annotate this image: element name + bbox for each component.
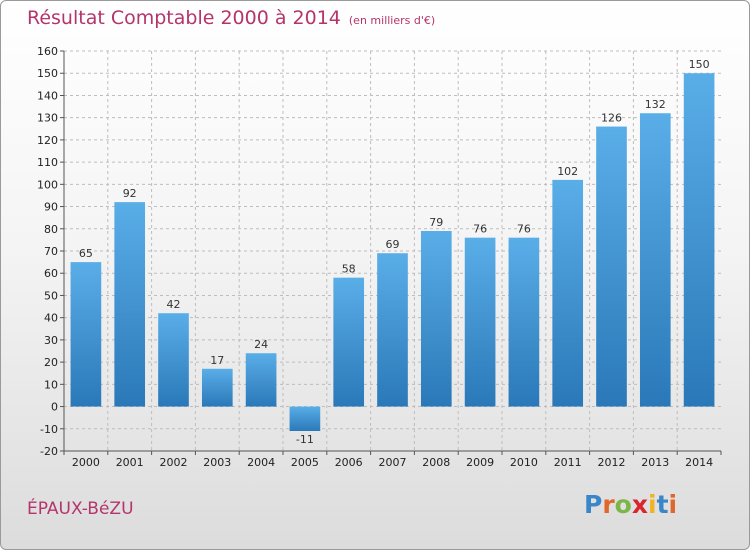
- x-tick-label: 2013: [641, 456, 669, 469]
- x-tick-label: 2012: [598, 456, 626, 469]
- data-label: 24: [254, 338, 268, 351]
- y-tick-label: 0: [51, 401, 58, 414]
- bar-2011: [552, 179, 584, 407]
- data-label: 17: [210, 354, 224, 367]
- y-tick-label: 70: [44, 245, 58, 258]
- y-tick-label: 150: [37, 67, 58, 80]
- x-tick-label: 2009: [466, 456, 494, 469]
- y-tick-label: 80: [44, 223, 58, 236]
- x-tick-label: 2004: [247, 456, 275, 469]
- data-label: 76: [473, 223, 487, 236]
- logo-letter: P: [584, 490, 603, 519]
- y-tick-label: 160: [37, 45, 58, 58]
- logo-letter: i: [648, 490, 657, 519]
- bar-2004: [245, 353, 277, 407]
- x-tick-label: 2011: [554, 456, 582, 469]
- logo-letter: o: [614, 490, 632, 519]
- title-subtitle: (en milliers d'€): [348, 14, 436, 27]
- bar-2003: [201, 368, 233, 407]
- bar-2005: [289, 406, 321, 431]
- data-label: 132: [645, 98, 666, 111]
- bar-2008: [420, 231, 452, 407]
- bar-2000: [70, 262, 102, 407]
- logo-letter: t: [656, 490, 669, 519]
- x-tick-label: 2005: [291, 456, 319, 469]
- logo-letter: i: [668, 490, 678, 519]
- logo-letter: x: [631, 490, 648, 519]
- proxiti-logo: Proxiti: [584, 490, 677, 519]
- y-tick-label: 110: [37, 156, 58, 169]
- y-tick-label: -10: [40, 423, 58, 436]
- y-tick-label: 10: [44, 378, 58, 391]
- commune-name: ÉPAUX-BéZU: [27, 499, 134, 519]
- bar-2002: [158, 313, 189, 407]
- y-tick-label: 140: [37, 89, 58, 102]
- bar-2010: [508, 237, 540, 407]
- bar-2012: [596, 126, 627, 407]
- x-tick-label: 2006: [335, 456, 363, 469]
- data-label: 69: [386, 238, 400, 251]
- y-tick-label: -20: [40, 445, 58, 458]
- y-tick-label: 120: [37, 134, 58, 147]
- data-label: 126: [601, 112, 622, 125]
- x-tick-label: 2008: [422, 456, 450, 469]
- x-tick-label: 2010: [510, 456, 538, 469]
- data-label: 58: [342, 263, 356, 276]
- y-tick-label: 20: [44, 356, 58, 369]
- y-tick-label: 90: [44, 201, 58, 214]
- x-tick-label: 2002: [160, 456, 188, 469]
- x-tick-label: 2003: [203, 456, 231, 469]
- data-label: -11: [296, 433, 314, 446]
- y-tick-label: 130: [37, 112, 58, 125]
- bar-2014: [683, 73, 715, 407]
- bar-2009: [464, 237, 496, 407]
- bar-2001: [114, 202, 146, 407]
- x-tick-label: 2000: [72, 456, 100, 469]
- data-label: 92: [123, 187, 137, 200]
- bar-2013: [639, 113, 671, 407]
- y-tick-label: 60: [44, 267, 58, 280]
- bar-2007: [377, 253, 408, 407]
- bar-2006: [333, 277, 365, 407]
- axes: [60, 50, 722, 455]
- y-tick-label: 100: [37, 178, 58, 191]
- bars: [70, 73, 715, 431]
- data-label: 150: [689, 58, 710, 71]
- y-tick-label: 50: [44, 289, 58, 302]
- data-label: 102: [557, 165, 578, 178]
- data-label: 65: [79, 247, 93, 260]
- y-tick-label: 40: [44, 312, 58, 325]
- x-tick-label: 2007: [379, 456, 407, 469]
- data-label: 79: [429, 216, 443, 229]
- data-label: 76: [517, 223, 531, 236]
- x-tick-label: 2014: [685, 456, 713, 469]
- title-main: Résultat Comptable 2000 à 2014: [27, 7, 341, 29]
- x-tick-label: 2001: [116, 456, 144, 469]
- chart-title: Résultat Comptable 2000 à 2014 (en millie…: [27, 7, 435, 29]
- labels: -20 -10 0 10 20 30 40 50 60 70 80 90 100 110 120 130 140…: [37, 45, 713, 469]
- logo-letter: r: [602, 490, 615, 519]
- y-tick-label: 30: [44, 334, 58, 347]
- data-label: 42: [167, 298, 181, 311]
